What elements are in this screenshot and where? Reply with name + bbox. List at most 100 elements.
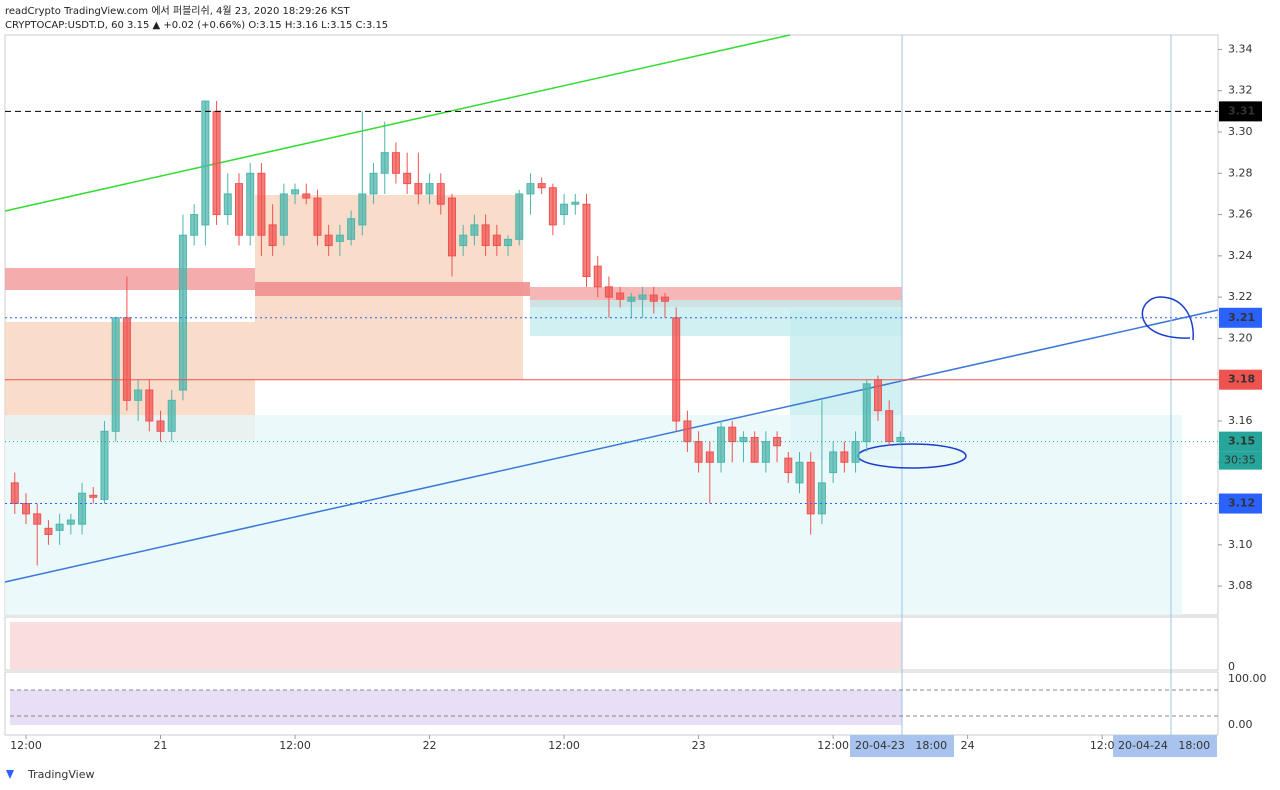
x-tick-label: 12:00 (817, 739, 849, 752)
candle-body (403, 172, 412, 185)
x-tick-label: 24 (961, 739, 975, 752)
candle-body (313, 197, 322, 236)
candle-body (515, 193, 524, 240)
candle-body (896, 436, 905, 443)
y-tick-label: 3.28 (1228, 166, 1253, 179)
candle-body (178, 234, 187, 391)
candle-body (672, 317, 681, 422)
candle-body (873, 379, 882, 412)
candle-body (414, 183, 423, 195)
candle-body (470, 224, 479, 236)
candle-body (246, 172, 255, 236)
date-badge-label: 20-04-24 18:00 (1118, 739, 1210, 752)
y-tick-label: 3.08 (1228, 579, 1253, 592)
candle-body (223, 193, 232, 216)
x-tick-label: 12:00 (548, 739, 580, 752)
candle-body (44, 527, 53, 536)
trend-line (4, 34, 791, 212)
candle-body (638, 294, 647, 300)
candle-body (122, 317, 131, 401)
osc-axis-label: 0.00 (1228, 718, 1253, 731)
candle-body (145, 389, 154, 422)
zone (255, 282, 530, 296)
candle-body (649, 294, 658, 302)
countdown-badge (1219, 451, 1262, 470)
candle-body (201, 100, 210, 226)
candle-body (604, 286, 613, 298)
price-badge-label: 3.31 (1228, 104, 1255, 117)
candle-body (291, 189, 300, 195)
candle-body (851, 441, 860, 463)
candle-body (22, 503, 31, 515)
y-tick-label: 3.26 (1228, 208, 1253, 221)
candle-body (806, 461, 815, 515)
trend-line (4, 309, 1219, 583)
candle-body (526, 183, 535, 195)
x-tick-label: 12:0 (1090, 739, 1115, 752)
candle-body (840, 451, 849, 463)
candle-body (66, 519, 75, 525)
zone (5, 415, 1182, 615)
price-badge (1219, 307, 1262, 328)
candle-body (683, 420, 692, 443)
candle-body (885, 410, 894, 443)
brand-logo (6, 770, 14, 779)
candle-body (694, 441, 703, 463)
candle-body (89, 494, 98, 498)
x-tick-label: 23 (692, 739, 706, 752)
price-badge-label: 3.21 (1228, 311, 1255, 324)
candle-body (257, 172, 266, 236)
candle-body (369, 172, 378, 195)
x-tick-label: 21 (154, 739, 168, 752)
candle-body (627, 296, 636, 302)
candle-body (795, 461, 804, 484)
candle-body (750, 436, 759, 463)
candle-body (616, 292, 625, 300)
price-badge (1219, 101, 1262, 122)
candle-body (111, 317, 120, 432)
candle-body (660, 296, 669, 302)
candle-body (78, 492, 87, 525)
candle-body (705, 451, 714, 463)
candle-body (728, 426, 737, 443)
candle-body (235, 183, 243, 236)
volume-area (10, 622, 902, 669)
price-badge-label: 3.15 (1228, 435, 1255, 448)
date-badge (1113, 735, 1217, 757)
candle-body (302, 193, 311, 199)
osc-axis-label: 100.00 (1228, 672, 1267, 685)
candle-body (358, 193, 367, 226)
candle-body (268, 224, 277, 247)
oscillator-area (10, 690, 902, 725)
candle-body (134, 389, 143, 401)
price-badge (1219, 431, 1262, 452)
x-tick-label: 12:00 (279, 739, 311, 752)
candle-body (33, 513, 42, 525)
oscillator-pane (4, 671, 1219, 736)
date-badge (850, 735, 954, 757)
symbol-info: CRYPTOCAP:USDT.D, 60 3.15 ▲ +0.02 (+0.66… (5, 20, 388, 31)
candle-body (100, 430, 109, 500)
candle-body (571, 201, 580, 205)
candle-body (593, 265, 602, 288)
candle-body (761, 441, 770, 463)
zone (5, 268, 255, 290)
candle-body (504, 238, 513, 247)
candle-body (190, 214, 199, 236)
price-badge-label: 3.18 (1228, 373, 1255, 386)
candle-body (447, 197, 456, 257)
candle-body (436, 183, 445, 205)
candle-body (335, 234, 344, 242)
candle-body (459, 234, 468, 247)
x-tick-label: 12:00 (10, 739, 42, 752)
candle-body (829, 451, 838, 474)
candle-body (560, 203, 569, 216)
candle-body (862, 383, 871, 443)
candle-body (212, 110, 221, 216)
candle-body (380, 152, 389, 174)
candle-body (739, 436, 748, 443)
y-tick-label: 3.24 (1228, 249, 1253, 262)
candle-body (279, 193, 288, 236)
y-tick-label: 3.10 (1228, 538, 1253, 551)
